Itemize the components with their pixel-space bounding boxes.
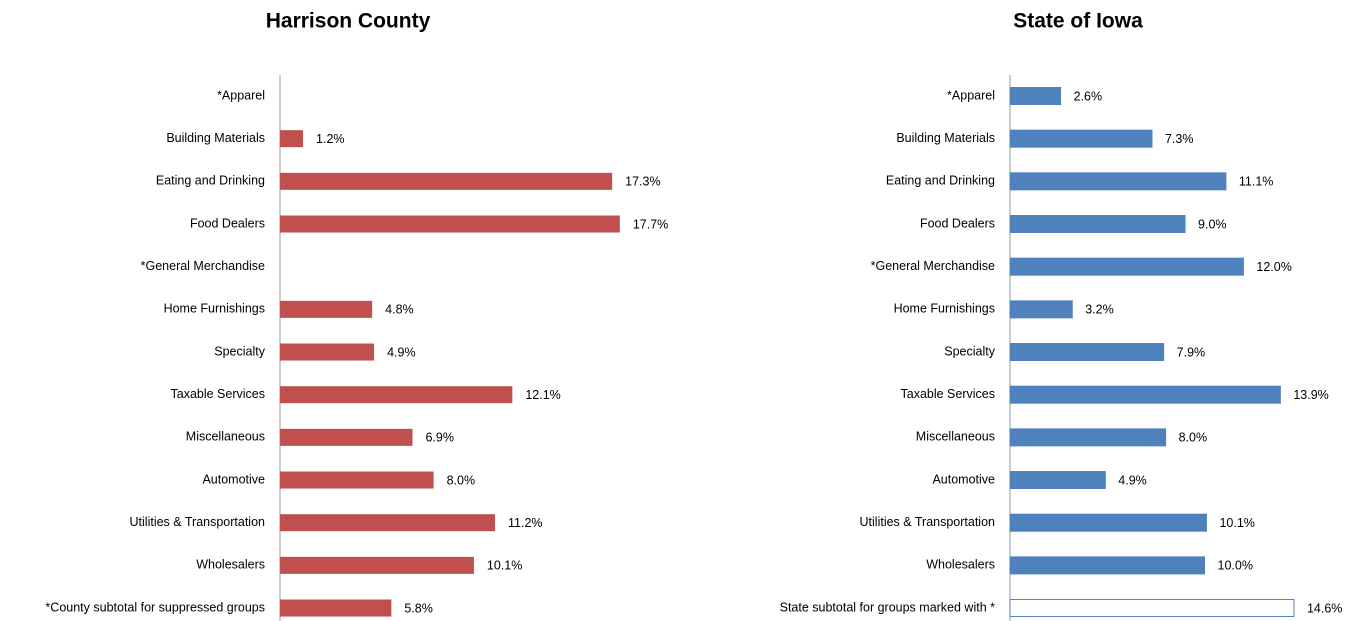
value-label: 11.1%	[1239, 175, 1274, 189]
value-label: 13.9%	[1293, 388, 1328, 402]
y-tick-label: Specialty	[944, 344, 995, 358]
bar	[1009, 599, 1295, 618]
y-tick-label: Automotive	[932, 472, 995, 486]
bar	[1009, 172, 1227, 191]
value-label: 17.3%	[625, 175, 660, 189]
value-label: 4.8%	[385, 303, 414, 317]
value-label: 5.8%	[404, 601, 433, 615]
bar	[1009, 129, 1153, 148]
chart-title: State of Iowa	[1013, 10, 1143, 33]
bar	[280, 300, 373, 318]
y-tick-label: Miscellaneous	[916, 430, 995, 444]
y-tick-label: Building Materials	[166, 131, 265, 145]
value-label: 2.6%	[1074, 89, 1103, 103]
value-label: 12.0%	[1256, 260, 1291, 274]
y-tick-label: Miscellaneous	[186, 430, 265, 444]
bar	[1009, 513, 1207, 532]
y-tick-label: *County subtotal for suppressed groups	[45, 600, 265, 614]
y-tick-label: Utilities & Transportation	[130, 515, 266, 529]
value-label: 7.9%	[1177, 345, 1206, 359]
y-tick-label: Taxable Services	[171, 387, 266, 401]
value-label: 1.2%	[316, 132, 345, 146]
value-label: 4.9%	[1118, 473, 1147, 487]
bar	[1009, 428, 1167, 447]
bar	[280, 172, 613, 190]
y-tick-label: State subtotal for groups marked with *	[780, 600, 996, 614]
bar	[1009, 343, 1165, 362]
y-tick-label: *Apparel	[217, 88, 265, 102]
value-label: 4.9%	[387, 345, 416, 359]
value-label: 17.7%	[633, 217, 668, 231]
bar	[1009, 215, 1186, 234]
bar	[280, 471, 434, 489]
y-tick-label: Eating and Drinking	[156, 174, 265, 188]
value-label: 10.1%	[487, 559, 522, 573]
y-tick-label: Automotive	[202, 472, 265, 486]
value-label: 8.0%	[447, 473, 476, 487]
y-tick-label: Wholesalers	[196, 558, 265, 572]
bar	[280, 386, 513, 404]
bar	[1009, 471, 1106, 490]
bar	[280, 215, 620, 233]
y-tick-label: *General Merchandise	[141, 259, 265, 273]
value-label: 10.0%	[1218, 559, 1253, 573]
y-tick-label: Home Furnishings	[894, 302, 995, 316]
value-label: 9.0%	[1198, 217, 1227, 231]
value-label: 12.1%	[525, 388, 560, 402]
bar	[280, 428, 413, 446]
bar	[1009, 257, 1244, 276]
value-label: 3.2%	[1085, 303, 1114, 317]
value-label: 8.0%	[1179, 431, 1208, 445]
bar	[1009, 87, 1062, 105]
value-label: 6.9%	[425, 431, 454, 445]
bar	[280, 514, 496, 532]
bar	[280, 599, 392, 617]
value-label: 11.2%	[508, 516, 543, 530]
y-tick-label: Eating and Drinking	[886, 174, 995, 188]
bar	[1009, 556, 1205, 575]
y-tick-label: Food Dealers	[920, 216, 995, 230]
y-tick-label: Specialty	[214, 344, 265, 358]
y-tick-label: *Apparel	[947, 88, 995, 102]
value-label: 10.1%	[1219, 516, 1254, 530]
y-tick-label: Home Furnishings	[164, 302, 265, 316]
y-tick-label: *General Merchandise	[871, 259, 995, 273]
bar	[280, 130, 304, 148]
y-tick-label: Utilities & Transportation	[860, 515, 996, 529]
bar	[280, 556, 474, 574]
bar	[280, 343, 375, 361]
value-label: 7.3%	[1165, 132, 1194, 146]
bar	[1009, 385, 1281, 404]
chart-title: Harrison County	[266, 10, 431, 33]
y-tick-label: Wholesalers	[926, 558, 995, 572]
y-tick-label: Taxable Services	[901, 387, 996, 401]
value-label: 14.6%	[1307, 601, 1342, 615]
y-tick-label: Building Materials	[896, 131, 995, 145]
bar	[1009, 300, 1073, 319]
y-tick-label: Food Dealers	[190, 216, 265, 230]
